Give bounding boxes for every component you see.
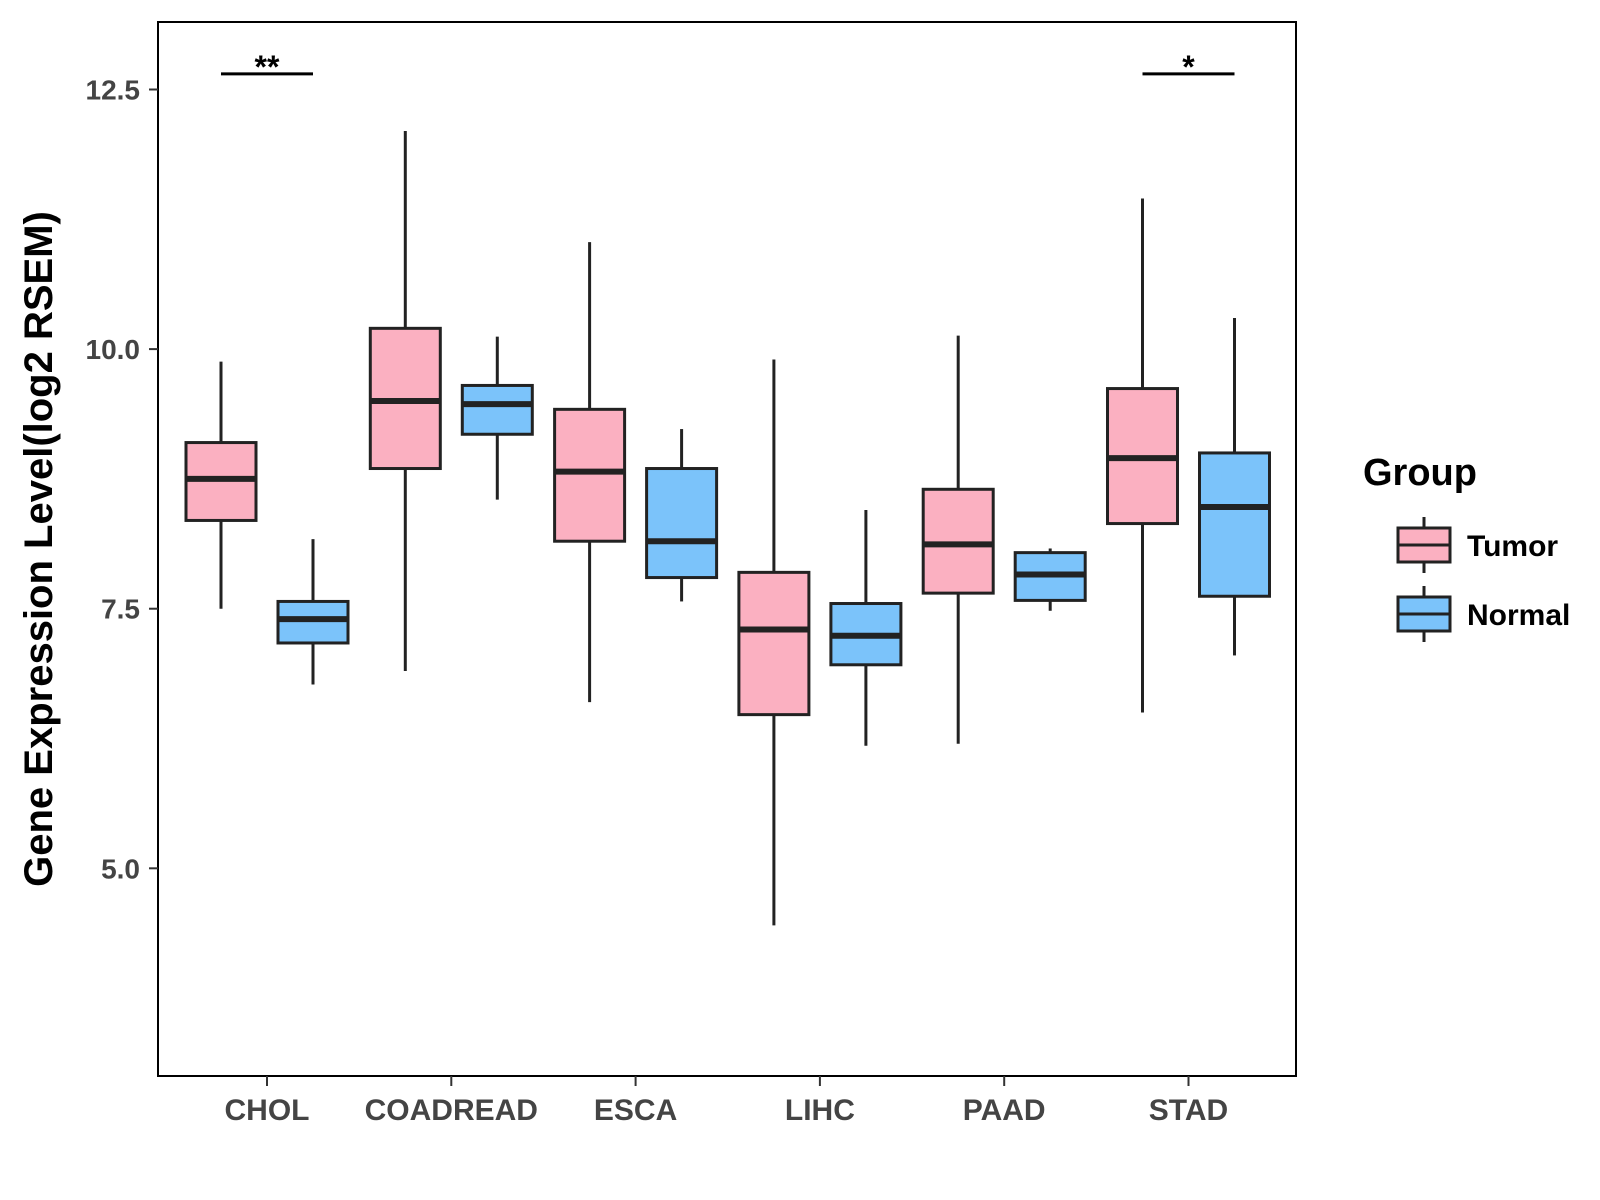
box-tumor-lihc [737, 359, 811, 926]
legend-label: Tumor [1467, 530, 1558, 563]
box-iqr [645, 467, 719, 580]
box-tumor-stad [1106, 198, 1179, 713]
box-tumor-coadread [368, 131, 442, 672]
x-tick-label-stad: STAD [1149, 1094, 1228, 1127]
box-iqr [921, 487, 995, 595]
box-iqr [460, 383, 534, 436]
box-iqr [276, 599, 350, 645]
legend-title: Group [1363, 452, 1477, 494]
x-tick-label-chol: CHOL [225, 1094, 310, 1127]
box-tumor-chol [184, 361, 258, 609]
significance-label: ** [255, 49, 280, 85]
legend-item-normal: Normal [1396, 586, 1570, 642]
x-axis: CHOL COADREAD ESCA LIHC PAAD STAD [225, 1076, 1228, 1127]
y-tick-label: 10.0 [86, 334, 141, 365]
box-iqr [737, 570, 811, 717]
box-normal-paad [1013, 548, 1087, 611]
box-series [184, 131, 1271, 926]
x-tick-label-paad: PAAD [963, 1094, 1046, 1127]
y-tick-label: 12.5 [86, 74, 141, 105]
significance-annotations: ** * [221, 49, 1235, 85]
plot-panel [157, 21, 1297, 1077]
box-normal-esca [645, 429, 719, 602]
x-tick-label-lihc: LIHC [785, 1094, 855, 1127]
x-tick-label-esca: ESCA [594, 1094, 677, 1127]
box-normal-lihc [829, 510, 903, 746]
box-normal-stad [1198, 317, 1271, 656]
box-normal-chol [276, 539, 350, 685]
legend: Group Tumor Normal [1363, 452, 1570, 642]
legend-label: Normal [1467, 599, 1570, 632]
y-axis-title: Gene Expression Level(log2 RSEM) [17, 211, 61, 887]
y-axis: 5.0 7.5 10.0 12.5 [86, 74, 158, 884]
box-tumor-esca [553, 242, 627, 703]
y-tick-label: 7.5 [101, 594, 140, 625]
legend-item-tumor: Tumor [1396, 517, 1558, 573]
significance-label: * [1182, 49, 1195, 85]
box-iqr [553, 407, 627, 543]
box-normal-coadread [460, 336, 534, 500]
y-tick-label: 5.0 [101, 853, 140, 884]
box-iqr [1198, 451, 1271, 598]
box-tumor-paad [921, 335, 995, 744]
x-tick-label-coadread: COADREAD [365, 1094, 538, 1127]
